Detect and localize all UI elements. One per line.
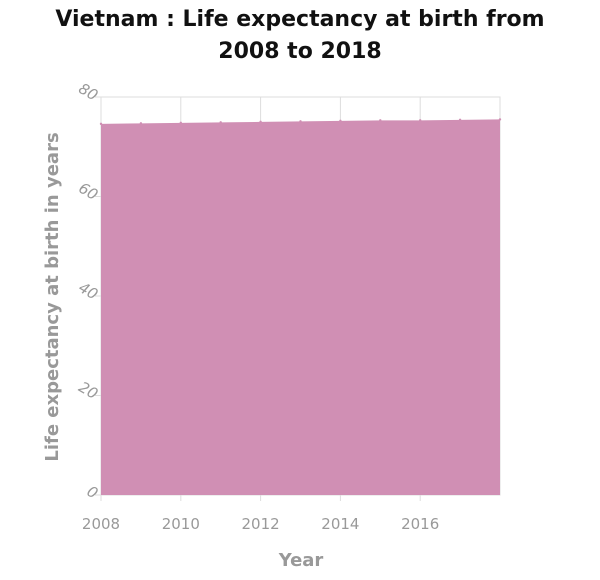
data-point [179,121,182,125]
data-point [99,122,103,126]
data-point [139,122,143,125]
x-tick-label: 2012 [242,515,280,533]
x-tick-label: 2008 [82,515,120,533]
x-axis-title: Year [278,550,324,571]
life-expectancy-area [101,119,500,495]
y-tick-label: 0 [84,482,101,502]
data-point [458,118,462,122]
data-point [498,118,502,121]
tick-labels: 2008 2010 2012 2014 2016 0 20 40 60 80 [75,79,439,533]
data-point [259,120,262,124]
data-point [339,119,342,123]
x-tick-label: 2014 [321,515,359,533]
x-tick-label: 2016 [401,515,439,533]
y-tick-label: 20 [75,378,101,403]
area-layer [99,118,502,495]
y-tick-label: 60 [75,179,101,204]
x-tick-label: 2010 [162,515,200,533]
data-point [219,121,222,124]
y-tick-label: 40 [75,278,101,303]
y-axis-title: Life expectancy at birth in years [42,132,63,461]
chart-title-line-2: 2008 to 2018 [218,39,382,64]
chart-title-line-1: Vietnam : Life expectancy at birth from [55,7,545,32]
chart-title: Vietnam : Life expectancy at birth from … [0,4,600,68]
data-point [419,119,422,122]
y-tick-label: 80 [75,79,101,104]
data-point [379,119,382,122]
data-point [299,120,302,123]
